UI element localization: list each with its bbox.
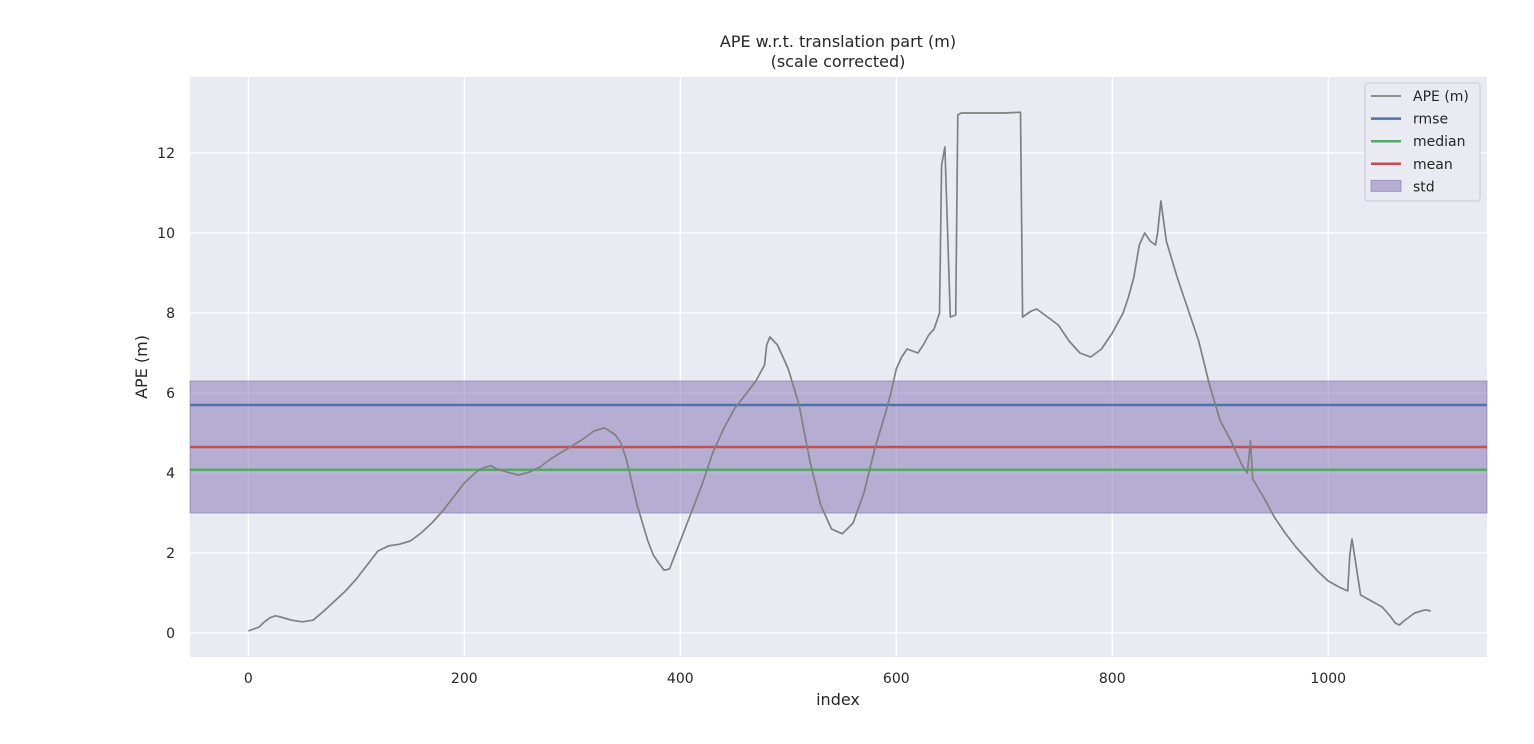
y-axis-label: APE (m) [132,335,151,399]
y-tick-label: 10 [157,226,175,242]
legend-label: mean [1413,157,1453,173]
legend-label: APE (m) [1413,89,1469,105]
y-tick-label: 6 [166,386,175,402]
x-tick-label: 1000 [1310,671,1346,687]
x-tick-label: 600 [883,671,910,687]
y-tick-label: 0 [166,626,175,642]
ape-series-line [248,111,1431,632]
y-tick-label: 12 [157,146,175,162]
chart-title: APE w.r.t. translation part (m) [720,32,956,51]
x-tick-label: 200 [451,671,478,687]
chart-subtitle: (scale corrected) [771,52,906,71]
legend: APE (m) rmse median mean std [1364,82,1481,202]
y-tick-label: 8 [166,306,175,322]
x-tick-labels: 0 200 400 600 800 1000 [244,671,1346,687]
y-tick-labels: 0 2 4 6 8 10 12 [157,146,175,642]
y-tick-label: 2 [166,546,175,562]
plot-area [190,77,1487,657]
legend-label: std [1413,179,1435,195]
x-tick-label: 400 [667,671,694,687]
x-axis-label: index [816,690,860,709]
y-tick-label: 4 [166,466,175,482]
legend-label: rmse [1413,112,1448,128]
x-tick-label: 0 [244,671,253,687]
x-tick-label: 800 [1099,671,1126,687]
legend-swatch-std [1370,179,1402,192]
legend-box [1364,82,1481,202]
legend-label: median [1413,134,1465,150]
